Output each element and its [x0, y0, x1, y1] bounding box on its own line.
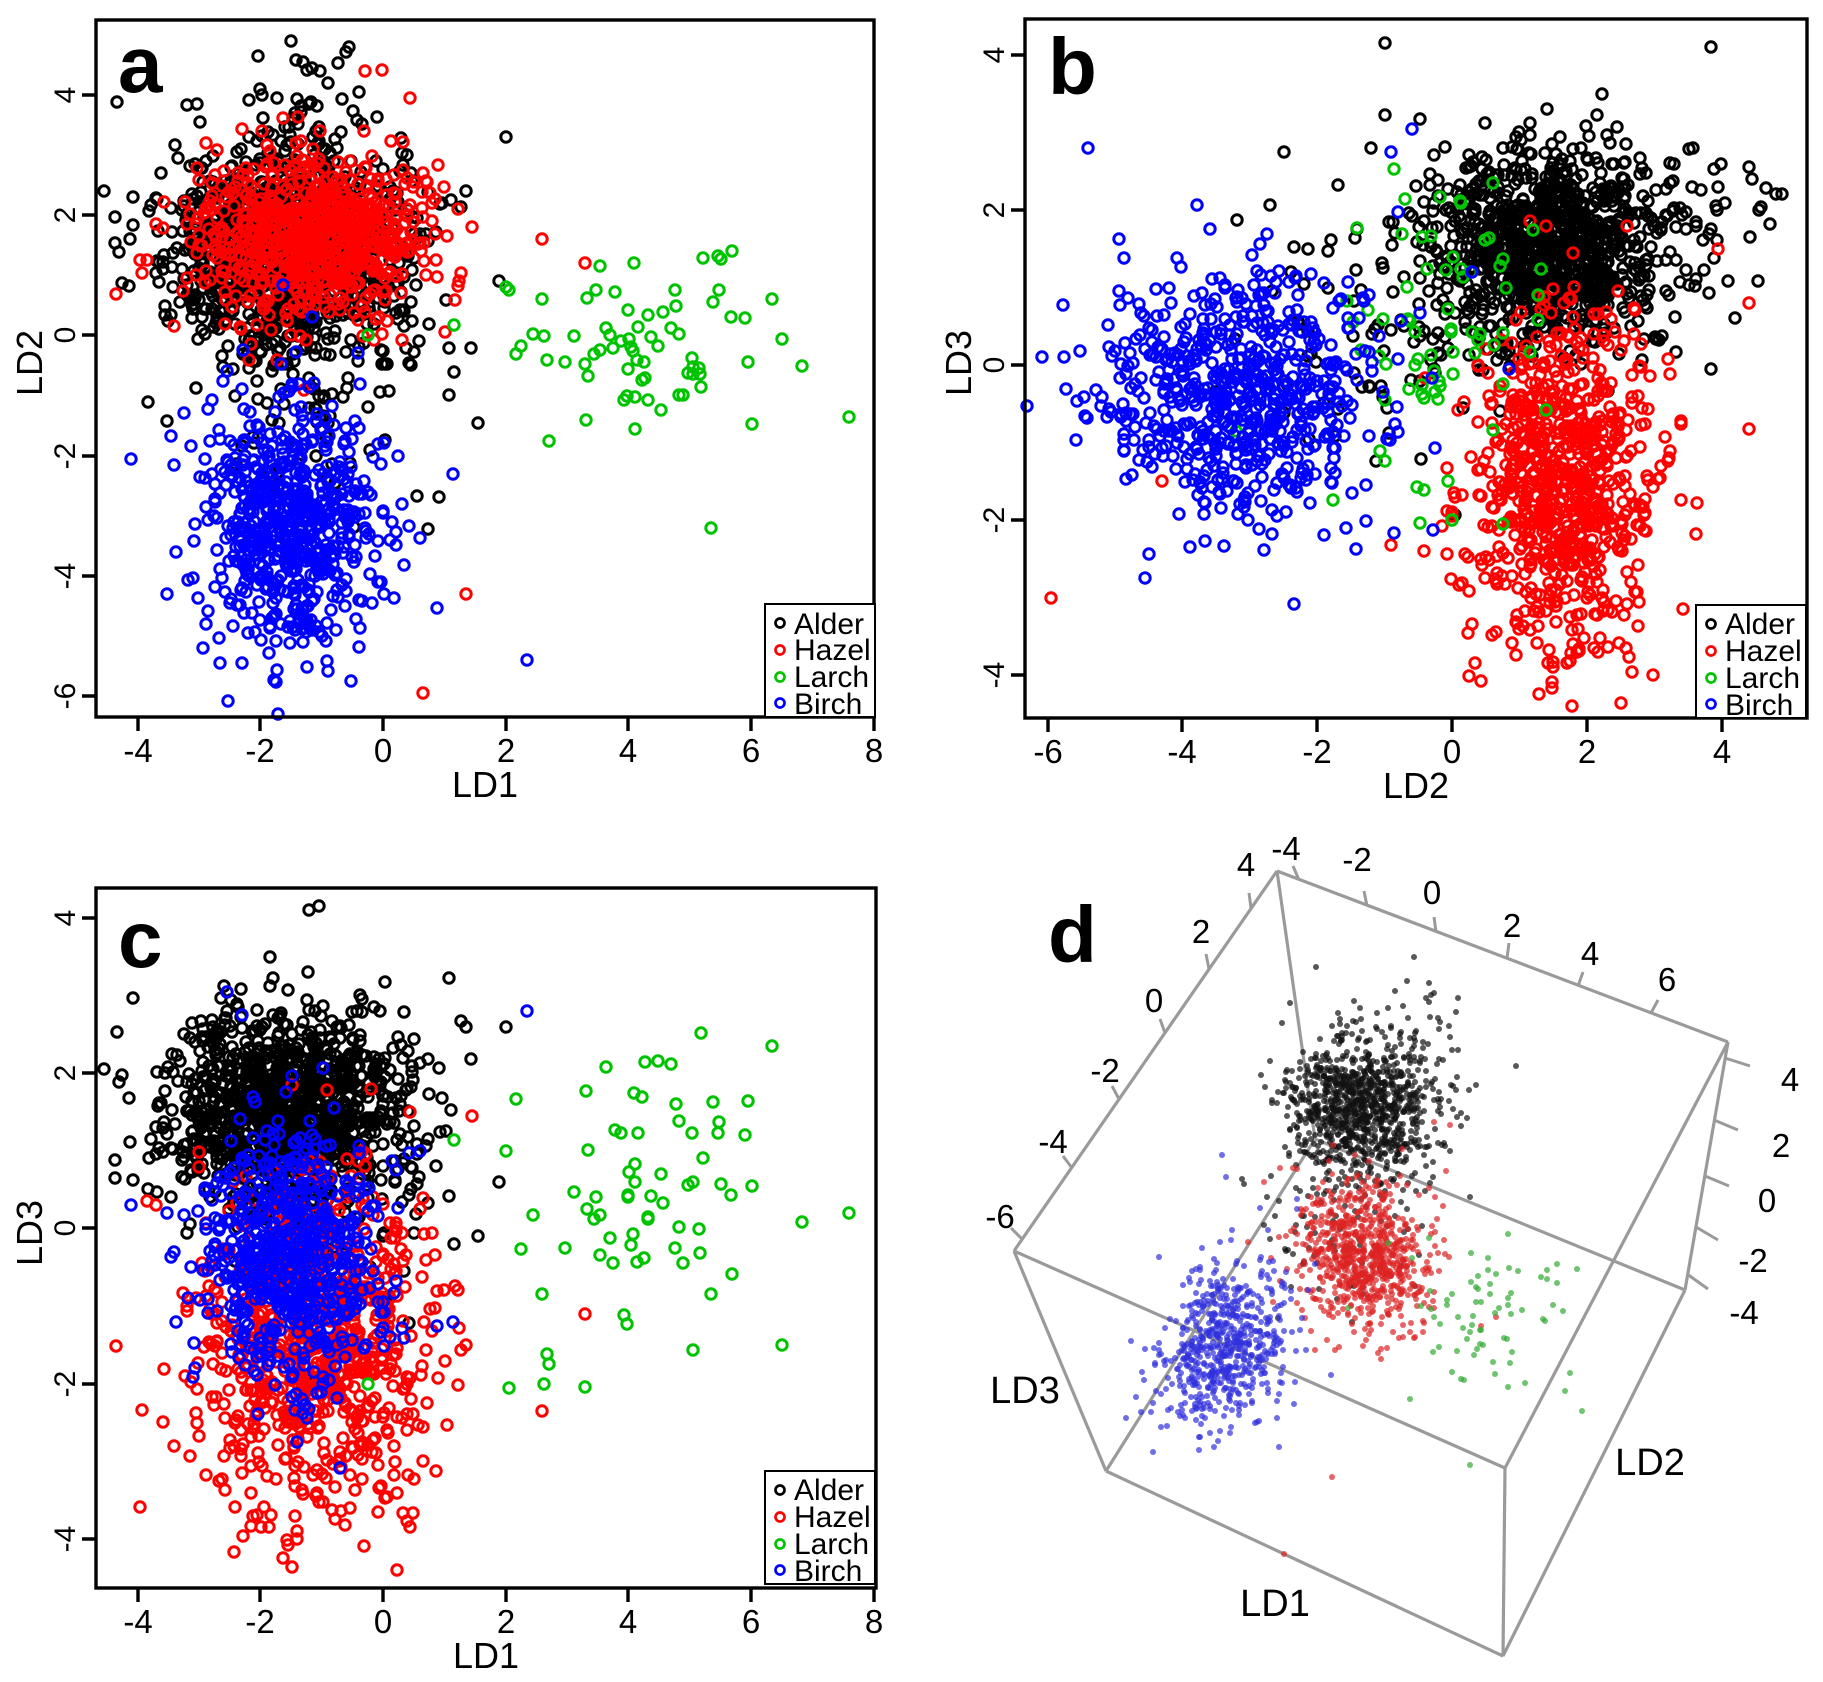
svg-text:6: 6	[742, 732, 760, 769]
svg-text:2: 2	[497, 732, 515, 769]
svg-text:-4: -4	[123, 732, 152, 769]
svg-text:-2: -2	[245, 732, 274, 769]
svg-text:-6: -6	[49, 683, 82, 710]
svg-text:-4: -4	[49, 563, 82, 590]
svg-text:0: 0	[374, 732, 392, 769]
svg-text:8: 8	[865, 732, 883, 769]
svg-text:a: a	[118, 20, 163, 109]
svg-text:4: 4	[49, 87, 82, 104]
svg-text:0: 0	[49, 327, 82, 344]
svg-text:Birch: Birch	[794, 688, 862, 721]
svg-text:LD2: LD2	[9, 330, 50, 396]
svg-text:2: 2	[49, 207, 82, 224]
svg-text:Alder: Alder	[794, 608, 864, 641]
svg-text:LD1: LD1	[452, 764, 518, 805]
svg-text:-2: -2	[49, 443, 82, 470]
svg-text:4: 4	[619, 732, 637, 769]
svg-text:Hazel: Hazel	[794, 634, 871, 667]
svg-text:Larch: Larch	[794, 661, 869, 694]
